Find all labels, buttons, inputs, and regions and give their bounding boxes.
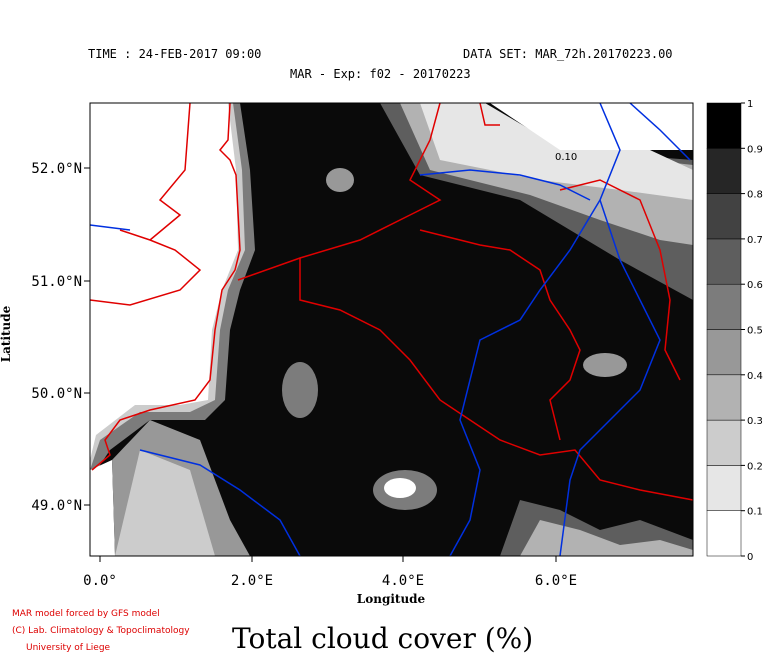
colorbar-box — [706, 238, 742, 285]
river — [449, 102, 621, 557]
colorbar-label: 0.6 — [747, 280, 763, 291]
page-title: Total cloud cover (%) — [232, 622, 533, 655]
plot-frame — [89, 102, 694, 557]
river — [419, 169, 591, 201]
experiment-label: MAR - Exp: f02 - 20170223 — [290, 67, 471, 81]
river — [89, 224, 301, 557]
contour-label: 0.10 — [555, 152, 577, 163]
colorbar-label: 0.8 — [747, 190, 763, 201]
cloud-fill — [384, 478, 416, 498]
y-tick-label: 52.0°N — [31, 161, 82, 177]
border — [299, 258, 694, 501]
coastline — [149, 102, 191, 241]
credit: University of Liege — [26, 643, 111, 653]
cloud-fill — [326, 168, 354, 192]
border — [419, 229, 581, 441]
credit: (C) Lab. Climatology & Topoclimatology — [12, 626, 190, 636]
coastline — [237, 102, 442, 281]
x-tick-label: 4.0°E — [382, 573, 424, 589]
cloud-fill — [282, 362, 318, 418]
y-tick-label: 50.0°N — [31, 386, 82, 402]
colorbar-label: 0.2 — [747, 461, 763, 472]
colorbar-label: 0.5 — [747, 326, 763, 337]
y-axis-label: Latitude — [0, 305, 13, 362]
colorbar-box — [706, 148, 742, 194]
colorbar-box — [706, 283, 742, 330]
colorbar-box — [706, 419, 742, 466]
dataset-label: DATA SET: MAR_72h.20170223.00 — [463, 47, 673, 61]
x-axis-label: Longitude — [357, 592, 426, 606]
cloud-fill — [90, 460, 115, 556]
colorbar-label: 0.7 — [747, 235, 763, 246]
border — [479, 102, 681, 381]
colorbar-box — [706, 329, 742, 376]
x-tick-label: 0.0° — [83, 573, 117, 589]
cloud-fill — [583, 353, 627, 377]
colorbar-label: 0.1 — [747, 507, 763, 518]
borders — [89, 102, 694, 557]
cloud-fill — [440, 103, 693, 150]
colorbar-label: 0 — [747, 552, 753, 563]
river — [559, 102, 691, 557]
y-tick-label: 49.0°N — [31, 498, 82, 514]
colorbar-label: 0.3 — [747, 416, 763, 427]
x-tick-label: 6.0°E — [535, 573, 577, 589]
cloud-fill — [420, 103, 693, 200]
colorbar-box — [706, 465, 742, 511]
colorbar-box — [706, 374, 742, 421]
colorbar-label: 0.9 — [747, 144, 763, 155]
coastline — [91, 102, 241, 471]
colorbar-box — [706, 102, 742, 149]
contour-field — [90, 103, 693, 556]
cloud-fill — [115, 450, 215, 556]
credit: MAR model forced by GFS model — [12, 609, 160, 619]
colorbar-box — [706, 510, 742, 557]
colorbar-label: 0.4 — [747, 371, 763, 382]
x-tick-label: 2.0°E — [231, 573, 273, 589]
colorbar-box — [706, 193, 742, 240]
time-label: TIME : 24-FEB-2017 09:00 — [88, 47, 261, 61]
colorbar-label: 1 — [747, 99, 753, 110]
y-tick-label: 51.0°N — [31, 274, 82, 290]
cloud-fill — [90, 103, 238, 460]
